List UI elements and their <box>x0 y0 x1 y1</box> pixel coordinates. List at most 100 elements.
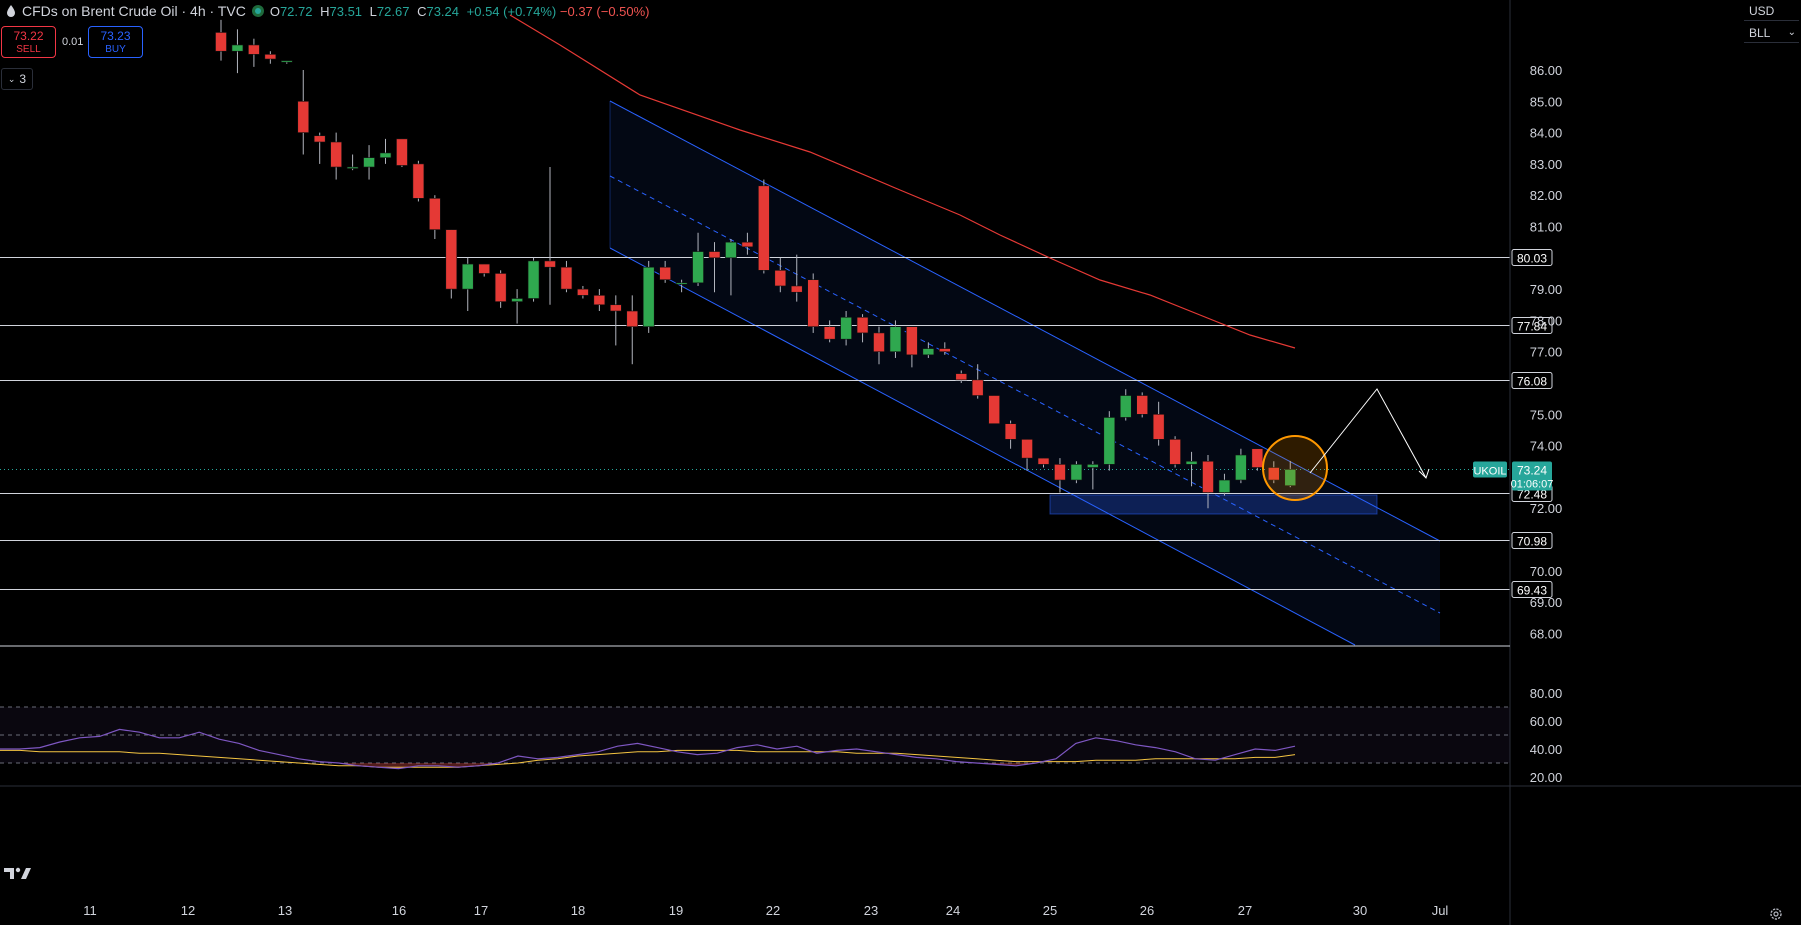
y-tick-label: 69.00 <box>1530 595 1563 610</box>
moving-average-line <box>509 14 1296 349</box>
trade-panel: 73.22 SELL 0.01 73.23 BUY <box>1 26 143 58</box>
chart-header: CFDs on Brent Crude Oil · 4h · TVC O72.7… <box>6 3 650 19</box>
rsi-tick-label: 60.00 <box>1530 714 1563 729</box>
candle-body <box>478 263 491 274</box>
level-tag-box <box>1511 249 1553 266</box>
x-tick-label: 19 <box>669 903 683 918</box>
y-tick-label: 86.00 <box>1530 63 1563 78</box>
spread-value: 0.01 <box>62 36 84 48</box>
y-tick-label: 75.00 <box>1530 407 1563 422</box>
settings-gear-icon[interactable] <box>1769 907 1783 921</box>
channel-fill <box>610 101 1440 646</box>
candle-body <box>955 373 968 381</box>
candle-body <box>297 101 310 133</box>
symbol-title[interactable]: CFDs on Brent Crude Oil · 4h · TVC <box>22 3 246 19</box>
change-value: +0.54 (+0.74%) <box>466 3 557 19</box>
x-tick-label: 26 <box>1140 903 1154 918</box>
level-tag-box <box>1511 372 1553 389</box>
channel-upper-line <box>609 100 1441 542</box>
candle-body <box>922 348 935 356</box>
sell-price: 73.22 <box>13 29 44 43</box>
sell-button[interactable]: 73.22 SELL <box>1 26 56 58</box>
candle-body <box>1004 423 1017 440</box>
unit-value: BLL <box>1749 26 1771 40</box>
x-tick-label: 22 <box>766 903 780 918</box>
candle-body <box>938 348 951 353</box>
unit-select[interactable]: BLL ⌄ <box>1744 23 1799 43</box>
y-tick-label: 78.00 <box>1530 313 1563 328</box>
x-tick-label: 16 <box>392 903 406 918</box>
chevron-down-icon: ⌄ <box>7 73 16 84</box>
countdown-label: 01:06:07 <box>1511 479 1554 491</box>
y-tick-label: 68.00 <box>1530 626 1563 641</box>
rsi-ma-line <box>0 749 1296 768</box>
sell-label: SELL <box>16 44 41 55</box>
y-tick-label: 77.00 <box>1530 345 1563 360</box>
rsi-line <box>0 728 1296 770</box>
candle-body <box>906 326 918 356</box>
y-tick-label: 72.00 <box>1530 501 1563 516</box>
y-tick-label: 85.00 <box>1530 94 1563 109</box>
candle-body <box>774 270 787 287</box>
x-tick-label: 23 <box>864 903 878 918</box>
candle-body <box>1235 454 1247 481</box>
candle-body <box>511 298 523 302</box>
y-tick-label: 79.00 <box>1530 282 1563 297</box>
buy-button[interactable]: 73.23 BUY <box>88 26 143 58</box>
candle-body <box>1185 460 1198 465</box>
low-value: 72.67 <box>376 3 410 19</box>
candle-body <box>577 288 589 296</box>
candle-body <box>758 185 770 271</box>
x-tick-label: 17 <box>474 903 488 918</box>
level-tag-label: 70.98 <box>1517 535 1547 549</box>
candle-body <box>659 266 671 281</box>
candle-body <box>494 273 507 302</box>
candle-body <box>280 60 293 63</box>
chevron-down-icon: ⌄ <box>1787 27 1796 38</box>
candle-body <box>248 44 260 55</box>
candle-body <box>971 379 984 396</box>
candle-body <box>1103 417 1116 465</box>
x-tick-label: 18 <box>571 903 585 918</box>
x-tick-label: 12 <box>181 903 195 918</box>
oil-drop-icon <box>7 5 15 17</box>
highlight-circle <box>1262 435 1328 501</box>
candle-body <box>609 304 622 312</box>
symbol-tag-box <box>1473 461 1507 478</box>
high-label: H <box>320 3 330 19</box>
x-tick-label: 30 <box>1353 903 1367 918</box>
indicators-toggle[interactable]: ⌄ 3 <box>1 68 33 90</box>
candle-body <box>1136 395 1148 415</box>
candle-body <box>560 266 573 290</box>
currency-select[interactable]: USD <box>1744 1 1799 21</box>
candle-body <box>1251 448 1264 468</box>
level-tag-box <box>1511 317 1553 334</box>
candle-body <box>692 251 704 284</box>
last-price-tag-box <box>1512 461 1552 491</box>
candle-body <box>1218 479 1231 493</box>
change-secondary: −0.37 (−0.50%) <box>559 3 650 19</box>
tradingview-logo-icon[interactable] <box>4 866 34 880</box>
level-tag-box <box>1511 581 1553 598</box>
candle-body <box>429 198 441 230</box>
level-tag-box <box>1511 532 1553 549</box>
candle-body <box>412 163 425 199</box>
last-price-label: 73.24 <box>1517 464 1547 478</box>
candle-body <box>642 266 655 327</box>
candle-body <box>626 310 639 327</box>
candle-body <box>330 141 342 168</box>
candle-body <box>1054 464 1066 481</box>
candle-body <box>823 326 836 340</box>
close-value: 73.24 <box>426 3 460 19</box>
x-tick-label: 24 <box>946 903 960 918</box>
market-status-icon[interactable] <box>251 5 264 17</box>
projection-arrowhead <box>1418 468 1430 479</box>
candle-body <box>725 241 737 259</box>
candle-body <box>346 166 359 169</box>
candle-body <box>1268 467 1280 481</box>
candle-body <box>741 241 754 248</box>
level-tag-label: 80.03 <box>1517 252 1547 266</box>
candle-body <box>1284 469 1297 486</box>
candle-body <box>363 157 375 168</box>
